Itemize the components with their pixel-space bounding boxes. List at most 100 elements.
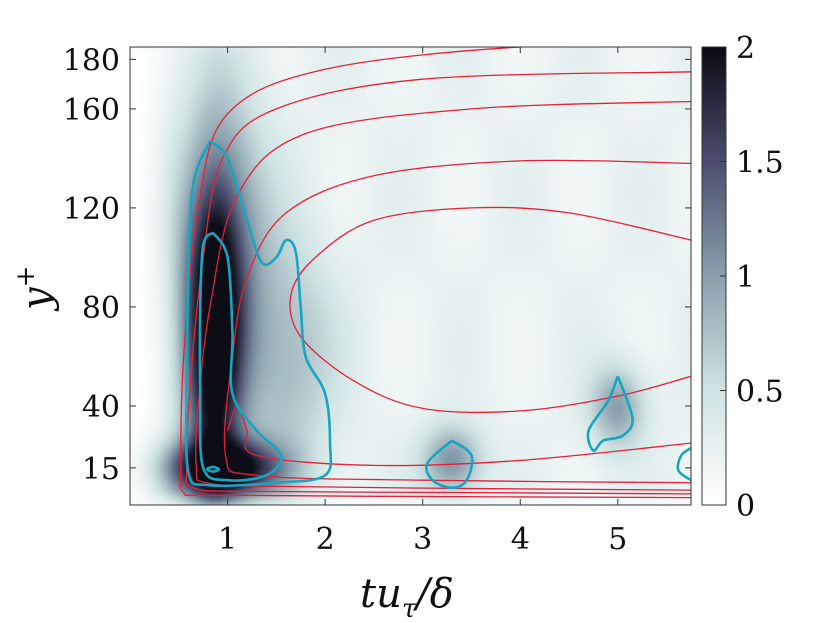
heatmap-cell (416, 143, 424, 151)
heatmap-cell (309, 83, 316, 90)
heatmap-cell (338, 336, 346, 344)
heatmap-cell (195, 65, 203, 72)
heatmap-cell (207, 354, 215, 362)
heatmap-cell (434, 474, 442, 482)
heatmap-cell (386, 426, 394, 434)
heatmap-cell (422, 131, 430, 139)
heatmap-cell (153, 257, 161, 265)
heatmap-cell (237, 462, 245, 470)
heatmap-cell (494, 426, 501, 434)
heatmap-cell (404, 95, 412, 103)
heatmap-cell (267, 83, 275, 90)
heatmap-cell (165, 288, 173, 295)
heatmap-cell (332, 372, 340, 380)
heatmap-cell (130, 221, 137, 229)
heatmap-cell (326, 342, 334, 350)
heatmap-cell (249, 462, 257, 470)
heatmap-cell (428, 191, 436, 199)
heatmap-cell (368, 432, 376, 440)
heatmap-cell (147, 390, 155, 398)
heatmap-cell (213, 137, 221, 145)
heatmap-cell (386, 227, 394, 235)
heatmap-cell (416, 420, 424, 428)
heatmap-cell (458, 269, 466, 277)
heatmap-cell (470, 89, 477, 97)
heatmap-cell (303, 161, 310, 169)
heatmap-cell (470, 438, 477, 446)
heatmap-cell (225, 408, 233, 416)
heatmap-cell (404, 263, 412, 271)
heatmap-cell (500, 348, 507, 356)
heatmap-cell (303, 119, 310, 127)
heatmap-cell (416, 378, 424, 386)
heatmap-cell (416, 185, 424, 193)
heatmap-cell (249, 185, 257, 193)
heatmap-cell (458, 167, 466, 175)
heatmap-cell (237, 257, 245, 265)
heatmap-cell (153, 468, 161, 476)
heatmap-cell (470, 360, 477, 368)
heatmap-cell (320, 125, 328, 133)
heatmap-cell (440, 342, 448, 350)
heatmap-cell (434, 173, 442, 181)
heatmap-cell (225, 107, 233, 115)
heatmap-cell (410, 53, 418, 60)
heatmap-cell (177, 306, 185, 313)
heatmap-cell (189, 432, 197, 440)
heatmap-cell (237, 324, 245, 332)
heatmap-cell (476, 324, 483, 332)
heatmap-cell (243, 366, 251, 374)
heatmap-cell (291, 95, 298, 103)
heatmap-cell (147, 336, 155, 344)
heatmap-cell (195, 468, 203, 476)
heatmap-cell (434, 354, 442, 362)
heatmap-cell (428, 221, 436, 229)
heatmap-cell (159, 113, 167, 121)
heatmap-cell (511, 257, 519, 265)
heatmap-cell (147, 269, 155, 277)
heatmap-cell (386, 432, 394, 440)
heatmap-cell (392, 95, 400, 103)
heatmap-cell (464, 131, 471, 139)
heatmap-cell (392, 185, 400, 193)
heatmap-cell (135, 203, 143, 211)
heatmap-cell (356, 486, 364, 494)
heatmap-cell (153, 71, 161, 78)
heatmap-cell (225, 456, 233, 464)
heatmap-cell (177, 263, 185, 271)
heatmap-cell (255, 342, 263, 350)
heatmap-cell (511, 402, 519, 410)
heatmap-cell (165, 89, 173, 97)
heatmap-cell (320, 486, 328, 494)
heatmap-cell (141, 89, 149, 97)
heatmap-cell (482, 318, 489, 326)
heatmap-cell (189, 233, 197, 241)
heatmap-cell (338, 318, 346, 326)
heatmap-cell (243, 155, 251, 163)
heatmap-cell (303, 312, 310, 319)
heatmap-cell (249, 251, 257, 259)
heatmap-cell (279, 366, 286, 374)
heatmap-cell (243, 486, 251, 494)
heatmap-cell (368, 276, 376, 283)
heatmap-cell (488, 53, 495, 60)
heatmap-cell (344, 167, 352, 175)
heatmap-cell (315, 263, 322, 271)
heatmap-cell (434, 312, 442, 319)
heatmap-cell (368, 239, 376, 247)
heatmap-cell (237, 119, 245, 127)
heatmap-cell (428, 251, 436, 259)
heatmap-cell (261, 414, 269, 422)
heatmap-cell (500, 300, 507, 307)
heatmap-cell (386, 396, 394, 404)
heatmap-cell (440, 360, 448, 368)
heatmap-cell (297, 119, 304, 127)
heatmap-cell (428, 149, 436, 157)
heatmap-cell (416, 360, 424, 368)
heatmap-cell (153, 191, 161, 199)
heatmap-cell (195, 83, 203, 90)
heatmap-cell (446, 360, 454, 368)
heatmap-cell (159, 143, 167, 151)
heatmap-cell (201, 143, 209, 151)
